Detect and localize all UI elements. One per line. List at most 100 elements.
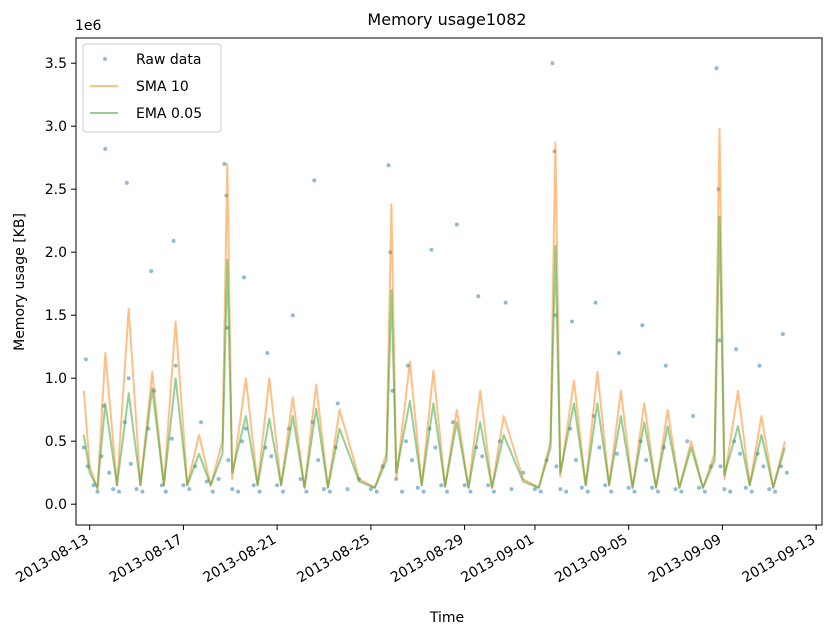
- raw-data-point: [738, 451, 742, 456]
- raw-data-point: [95, 489, 100, 494]
- raw-data-point: [298, 477, 303, 481]
- y-axis-label: Memory usage [KB]: [12, 213, 28, 351]
- raw-data-point: [714, 66, 719, 71]
- raw-data-point: [593, 300, 598, 305]
- raw-data-point: [269, 454, 274, 459]
- raw-data-point: [169, 436, 174, 441]
- raw-data-point: [697, 485, 701, 490]
- sma-10-line: [82, 127, 786, 491]
- raw-data-point: [476, 294, 481, 299]
- raw-data-point: [257, 489, 262, 494]
- raw-data-point: [421, 489, 426, 494]
- raw-data-point: [491, 489, 496, 494]
- raw-data-point: [573, 458, 578, 463]
- raw-data-point: [717, 338, 722, 343]
- raw-data-point: [181, 483, 186, 488]
- raw-data-point: [640, 323, 645, 328]
- raw-data-point: [691, 414, 696, 418]
- raw-data-point: [663, 363, 668, 368]
- raw-data-point: [480, 454, 485, 459]
- y-tick-label: 3.0: [45, 119, 67, 135]
- raw-data-point: [345, 487, 350, 492]
- raw-data-point: [558, 487, 563, 492]
- y-tick-label: 1.0: [45, 371, 67, 387]
- raw-data-point: [322, 487, 326, 492]
- y-tick-label: 1.5: [45, 308, 67, 324]
- raw-data-point: [251, 483, 256, 488]
- raw-data-point: [117, 489, 121, 494]
- raw-data-point: [429, 247, 434, 252]
- raw-data-point: [230, 487, 235, 492]
- raw-data-point: [718, 464, 723, 469]
- raw-data-point: [304, 489, 309, 494]
- ema-series-layer: [82, 215, 786, 489]
- y-tick-label: 0.0: [45, 497, 67, 513]
- raw-data-point: [210, 489, 215, 494]
- plot-frame: [75, 37, 823, 526]
- raw-data-point: [486, 483, 491, 488]
- raw-data-point: [327, 489, 332, 494]
- raw-data-point: [554, 464, 559, 469]
- y-tick-label: 3.5: [45, 56, 67, 72]
- raw-data-point: [415, 485, 420, 490]
- raw-data-point: [222, 162, 227, 166]
- raw-data-point: [728, 489, 733, 494]
- raw-data-point: [579, 485, 584, 490]
- raw-data-point: [124, 180, 129, 185]
- raw-data-point: [290, 313, 295, 318]
- raw-data-point: [468, 489, 473, 494]
- y-tick-label: 0.5: [45, 434, 67, 450]
- raw-data-point: [609, 489, 614, 494]
- raw-data-point: [445, 489, 449, 494]
- legend-sma-label: SMA 10: [136, 79, 189, 95]
- raw-data-point: [226, 458, 231, 463]
- raw-data-point: [439, 483, 444, 488]
- raw-data-point: [368, 487, 373, 492]
- raw-data-point: [538, 489, 543, 494]
- raw-data-point: [409, 458, 414, 463]
- raw-data-point: [199, 420, 203, 425]
- raw-data-point: [749, 489, 754, 494]
- raw-data-point: [550, 61, 555, 66]
- raw-data-point: [149, 269, 154, 274]
- raw-data-point: [597, 445, 602, 450]
- raw-data-point: [626, 485, 631, 490]
- raw-data-point: [433, 445, 438, 450]
- raw-data-point: [335, 401, 340, 406]
- chart-title: Memory usage1082: [367, 10, 526, 29]
- raw-data-point: [134, 487, 139, 492]
- raw-data-point: [644, 458, 649, 463]
- raw-data-point: [126, 376, 131, 381]
- raw-data-point: [616, 351, 621, 355]
- raw-data-point: [128, 461, 133, 466]
- raw-data-point: [503, 300, 508, 305]
- raw-data-point: [111, 487, 116, 492]
- raw-data-point: [103, 146, 108, 151]
- y-tick-label: 2.0: [45, 245, 67, 261]
- raw-data-point: [107, 470, 112, 475]
- raw-data-point: [761, 464, 766, 469]
- raw-data-point: [241, 275, 246, 280]
- raw-data-point: [532, 487, 537, 492]
- raw-data-point: [163, 489, 168, 494]
- sma-series-layer: [82, 127, 786, 491]
- raw-data-point: [757, 363, 762, 368]
- raw-data-point: [673, 487, 678, 492]
- raw-data-point: [685, 439, 690, 444]
- raw-data-point: [187, 487, 192, 492]
- legend-raw-marker: [103, 57, 107, 61]
- raw-data-point: [312, 178, 317, 183]
- y-tick-label: 2.5: [45, 182, 67, 198]
- x-axis-label: Time: [429, 610, 464, 626]
- raw-data-point: [316, 458, 321, 463]
- raw-data-point: [400, 489, 405, 494]
- raw-data-point: [236, 489, 241, 494]
- legend: Raw data SMA 10 EMA 0.05: [82, 43, 222, 133]
- raw-data-point: [281, 489, 285, 494]
- raw-data-point: [780, 332, 785, 337]
- raw-data-point: [404, 439, 408, 444]
- raw-data-point: [386, 163, 391, 168]
- y-axis-ticks: 0.0 0.5 1.0 1.5 2.0 2.5 3.0 3.5: [45, 56, 76, 513]
- raw-data-point: [656, 489, 660, 494]
